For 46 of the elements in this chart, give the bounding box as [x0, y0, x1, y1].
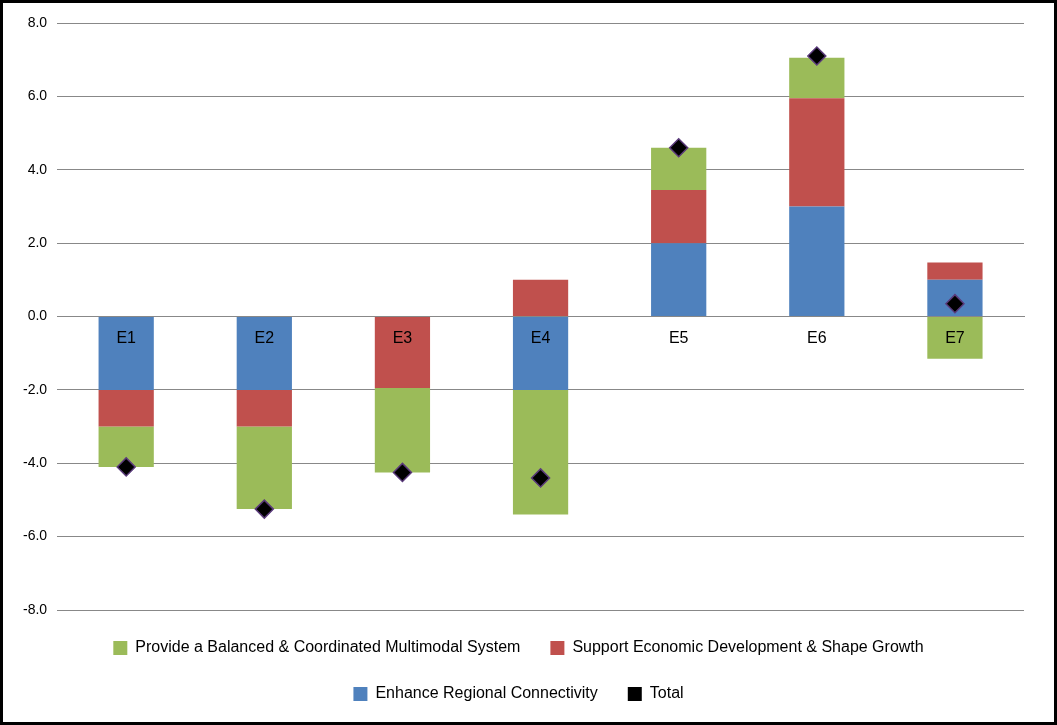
bar	[236, 389, 292, 427]
bar	[651, 147, 707, 190]
x-tick-label: E5	[668, 328, 689, 346]
y-tick-label: 0.0	[27, 307, 48, 324]
legend-label: Total	[649, 684, 684, 702]
bar	[927, 279, 983, 316]
y-tick-label: 2.0	[27, 233, 48, 250]
bar	[98, 389, 154, 427]
bar	[98, 426, 154, 467]
point	[668, 137, 689, 158]
legend-label: Provide a Balanced & Coordinated Multimodal System	[135, 638, 521, 656]
bar	[789, 57, 845, 99]
legend-label: Enhance Regional Connectivity	[375, 684, 598, 702]
bar	[651, 189, 707, 244]
y-tick-label: -2.0	[23, 380, 48, 397]
y-tick-label: -8.0	[23, 600, 48, 617]
bar	[512, 317, 569, 390]
point	[392, 462, 413, 483]
point	[530, 468, 551, 488]
x-tick-label: E6	[807, 328, 827, 346]
legend-label: Support Economic Development & Shape Growth	[572, 638, 924, 656]
bar	[374, 317, 431, 389]
bar	[651, 243, 707, 316]
bar	[512, 389, 569, 515]
point	[807, 46, 827, 66]
x-tick-label: E7	[945, 328, 965, 346]
x-tick-label: E4	[530, 328, 551, 346]
y-tick-label: -4.0	[23, 454, 48, 471]
x-tick-label: E1	[116, 328, 137, 346]
bar	[374, 388, 431, 473]
y-tick-label: 4.0	[27, 160, 48, 177]
y-tick-label: 8.0	[27, 13, 48, 30]
bar	[512, 279, 569, 316]
bar	[98, 317, 154, 390]
y-tick-label: 6.0	[27, 87, 48, 104]
bar	[927, 317, 983, 359]
bar	[927, 262, 983, 280]
y-tick-label: -6.0	[23, 527, 48, 544]
point	[116, 457, 136, 477]
x-tick-label: E2	[254, 328, 275, 346]
bar	[789, 98, 845, 207]
x-tick-label: E3	[392, 328, 413, 346]
bar	[789, 206, 845, 316]
bar	[236, 426, 292, 510]
bar	[236, 317, 292, 390]
point	[254, 499, 275, 519]
